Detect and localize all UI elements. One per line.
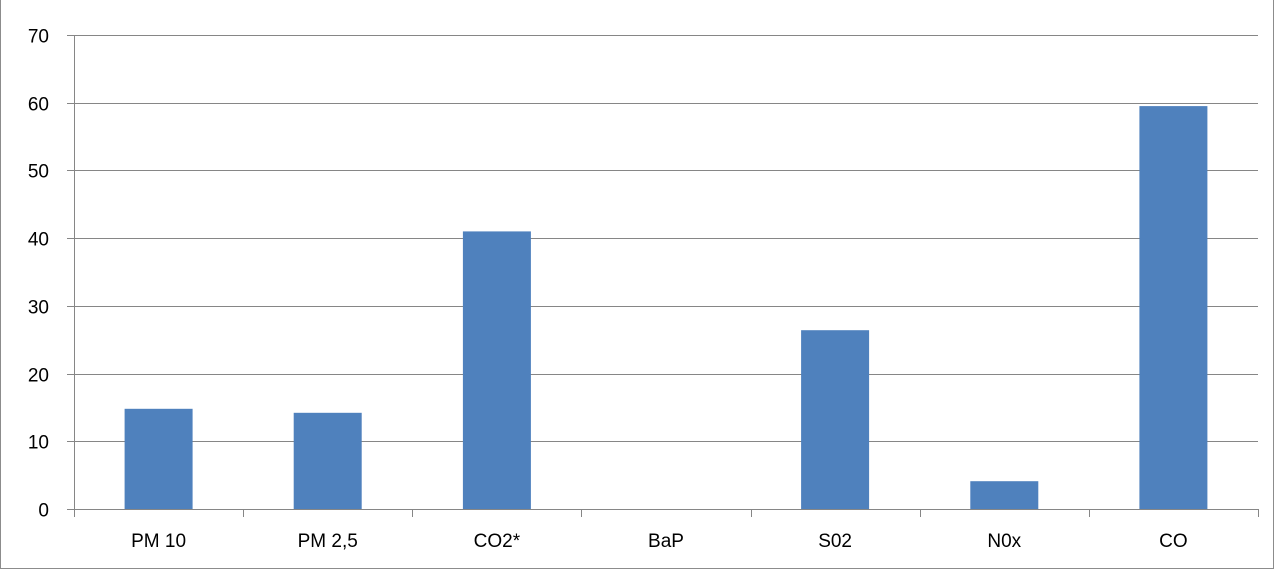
bar-co <box>1139 106 1208 509</box>
x-axis-ticks: PM 10 PM 2,5 CO2* BaP S02 N0x CO <box>74 509 1259 552</box>
x-category-label: S02 <box>818 531 852 552</box>
bars <box>124 106 1208 509</box>
y-tick-label: 50 <box>28 162 49 183</box>
y-tick-label: 60 <box>28 95 49 116</box>
x-category-label: PM 2,5 <box>298 531 358 552</box>
bar-co2 <box>462 231 531 509</box>
bar-n0x <box>970 481 1039 509</box>
x-category-label: BaP <box>648 531 684 552</box>
y-tick-label: 70 <box>28 27 49 48</box>
gridlines <box>74 35 1258 442</box>
x-category-label: CO2* <box>474 531 521 552</box>
x-category-label: PM 10 <box>131 531 186 552</box>
y-tick-label: 0 <box>38 501 49 522</box>
y-axis-ticks: 0 10 20 30 40 50 60 70 <box>28 27 74 522</box>
axes <box>74 35 1258 510</box>
y-tick-label: 20 <box>28 366 49 387</box>
bar-s02 <box>801 330 870 509</box>
y-tick-label: 10 <box>28 433 49 454</box>
y-tick-label: 40 <box>28 230 49 251</box>
bar-pm-10 <box>124 408 193 509</box>
x-category-label: CO <box>1159 531 1188 552</box>
x-category-label: N0x <box>987 531 1021 552</box>
bar-pm-2-5 <box>293 412 362 509</box>
y-tick-label: 30 <box>28 298 49 319</box>
